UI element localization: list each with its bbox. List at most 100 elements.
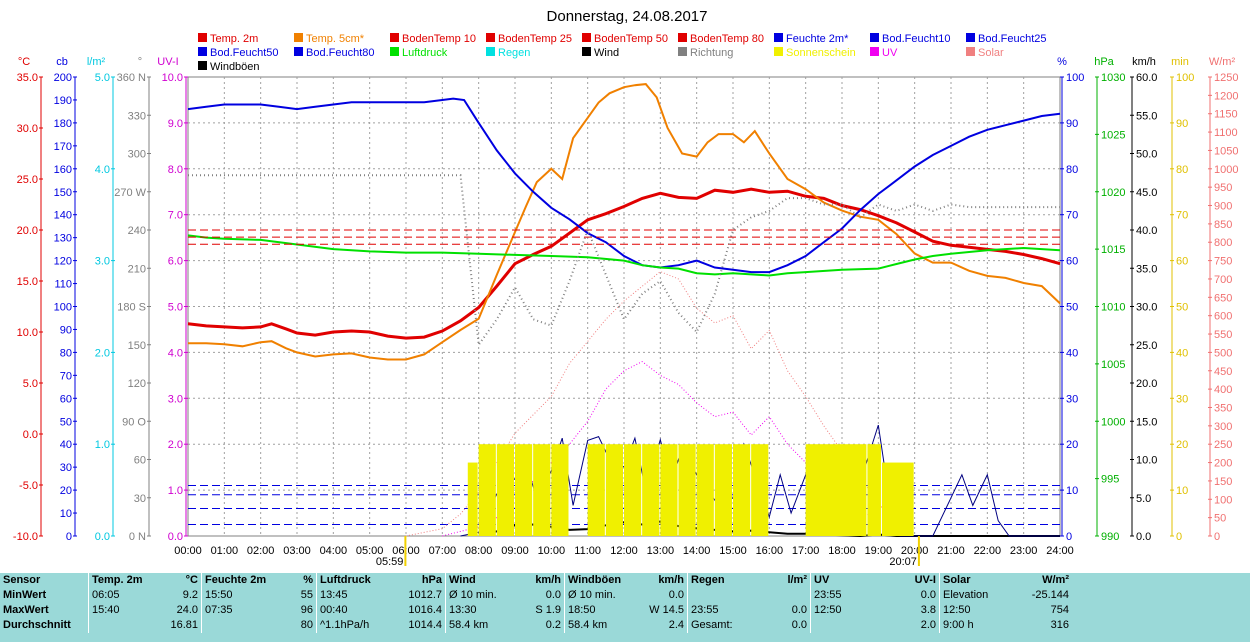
legend-swatch <box>774 47 783 56</box>
dir-tick-label: 270 W <box>114 187 146 199</box>
legend-swatch <box>390 33 399 42</box>
dir-tick-label: 210 <box>128 263 146 275</box>
solar-tick-label: 1200 <box>1214 90 1238 102</box>
series-layer <box>187 83 1061 538</box>
temp-tick-label: 0.0 <box>23 429 38 441</box>
hum-tick-label: 0 <box>1066 531 1072 543</box>
rain-tick-label: 3.0 <box>95 256 110 268</box>
x-axis: 00:0001:0002:0003:0004:0005:0006:0007:00… <box>174 545 1074 557</box>
hum-tick-label: 40 <box>1066 347 1078 359</box>
stats-cell: 12:50 <box>939 603 1006 618</box>
legend-swatch <box>198 33 207 42</box>
legend-label: Temp. 5cm* <box>306 33 365 45</box>
x-tick-label: 03:00 <box>283 545 311 557</box>
cb-tick-label: 200 <box>54 72 72 84</box>
rain-axis-unit: l/m² <box>87 56 106 68</box>
stats-cell: 9:00 h <box>939 618 1006 633</box>
sun-tick-label: 20 <box>1176 439 1188 451</box>
uv-tick-label: 1.0 <box>168 485 183 497</box>
stats-header-cell: Regen <box>687 573 754 588</box>
stats-cell: 1014.4 <box>408 619 442 631</box>
stats-cell: Elevation <box>939 588 1006 603</box>
solar-tick-label: 700 <box>1214 274 1232 286</box>
cb-tick-label: 40 <box>60 439 72 451</box>
solar-tick-label: 750 <box>1214 256 1232 268</box>
legend-label: Bod.Feucht80 <box>306 47 375 59</box>
stats-cell: 2.4 <box>668 619 684 631</box>
stats-cell: 23:55 <box>810 588 877 603</box>
left-axes: °C 35.0 30.0 25.0 20.0 15.0 10.0 5.0 0.0 -5.0 -10.… <box>13 56 188 543</box>
sunshine-bar <box>696 444 714 536</box>
stats-header-cell: l/m² <box>787 574 807 586</box>
legend-label: Temp. 2m <box>210 33 258 45</box>
temp-tick-label: 35.0 <box>17 72 38 84</box>
x-tick-label: 08:00 <box>465 545 493 557</box>
sunshine-bar <box>467 462 478 536</box>
stats-cell: 15:50 <box>201 588 270 603</box>
temp-tick-label: 20.0 <box>17 225 38 237</box>
hum-tick-label: 30 <box>1066 393 1078 405</box>
stats-cell: 55 <box>300 589 313 601</box>
stats-header-cell: Luftdruck <box>316 573 393 588</box>
legend-label: Bod.Feucht25 <box>978 33 1047 45</box>
sunshine-bar <box>642 444 660 536</box>
hum-axis-unit: % <box>1057 56 1067 68</box>
sun-axis-unit: min <box>1171 56 1189 68</box>
solar-tick-label: 650 <box>1214 292 1232 304</box>
legend-swatch <box>294 33 303 42</box>
stats-cell <box>201 618 270 633</box>
stats-header-cell: hPa <box>421 574 442 586</box>
legend-swatch <box>966 33 975 42</box>
hum-tick-label: 90 <box>1066 118 1078 130</box>
rain-tick-label: 5.0 <box>95 72 110 84</box>
stats-header-cell: W/m² <box>1042 574 1069 586</box>
stats-cell: 13:30 <box>445 603 512 618</box>
sun-marker-label: 05:59 <box>376 556 404 568</box>
stats-header-cell: Sensor <box>3 574 41 586</box>
stats-cell <box>687 588 754 603</box>
stats-cell: S 1.9 <box>535 604 561 616</box>
temp-tick-label: 10.0 <box>17 327 38 339</box>
wind-tick-label: 30.0 <box>1136 302 1157 314</box>
stats-cell: 0.0 <box>920 589 936 601</box>
x-tick-label: 16:00 <box>756 545 784 557</box>
x-tick-label: 23:00 <box>1010 545 1038 557</box>
press-tick-label: 1025 <box>1101 129 1125 141</box>
stats-cell: 18:50 <box>564 603 633 618</box>
dir-tick-label: 60 <box>134 455 146 467</box>
uv-tick-label: 3.0 <box>168 393 183 405</box>
stats-cell: 24.0 <box>176 604 198 616</box>
wind-tick-label: 15.0 <box>1136 416 1157 428</box>
cb-tick-label: 140 <box>54 210 72 222</box>
sun-markers: 05:59 20:07 <box>376 536 920 568</box>
x-tick-label: 02:00 <box>247 545 275 557</box>
stats-cell: 9.2 <box>182 589 198 601</box>
stats-cell: 06:05 <box>88 588 155 603</box>
legend-swatch <box>678 33 687 42</box>
cb-tick-label: 170 <box>54 141 72 153</box>
cb-tick-label: 130 <box>54 233 72 245</box>
sunshine-bar <box>751 444 769 536</box>
solar-tick-label: 850 <box>1214 219 1232 231</box>
wind-tick-label: 55.0 <box>1136 110 1157 122</box>
stats-header-cell: UV-I <box>914 574 936 586</box>
dir-tick-label: 150 <box>128 340 146 352</box>
stats-header-cell: km/h <box>658 574 684 586</box>
stats-cell: Ø 10 min. <box>445 588 512 603</box>
stats-cell <box>810 618 877 633</box>
cb-tick-label: 150 <box>54 187 72 199</box>
sunshine-bar <box>660 444 678 536</box>
uv-tick-label: 0.0 <box>168 531 183 543</box>
sunshine-bar <box>867 444 881 536</box>
sunshine-bar <box>533 444 551 536</box>
statistics-table: Sensor Temp. 2m °C Feuchte 2m% Luftdruck hPa W… <box>0 573 1072 633</box>
press-tick-label: 995 <box>1101 474 1119 486</box>
press-tick-label: 1010 <box>1101 302 1125 314</box>
stats-header-cell: Solar <box>939 573 1006 588</box>
x-tick-label: 20:00 <box>901 545 929 557</box>
press-tick-label: 1000 <box>1101 416 1125 428</box>
solar-tick-label: 800 <box>1214 237 1232 249</box>
sunshine-bar <box>587 444 605 536</box>
stats-cell: -25.144 <box>1031 589 1069 601</box>
stats-cell <box>88 618 155 633</box>
